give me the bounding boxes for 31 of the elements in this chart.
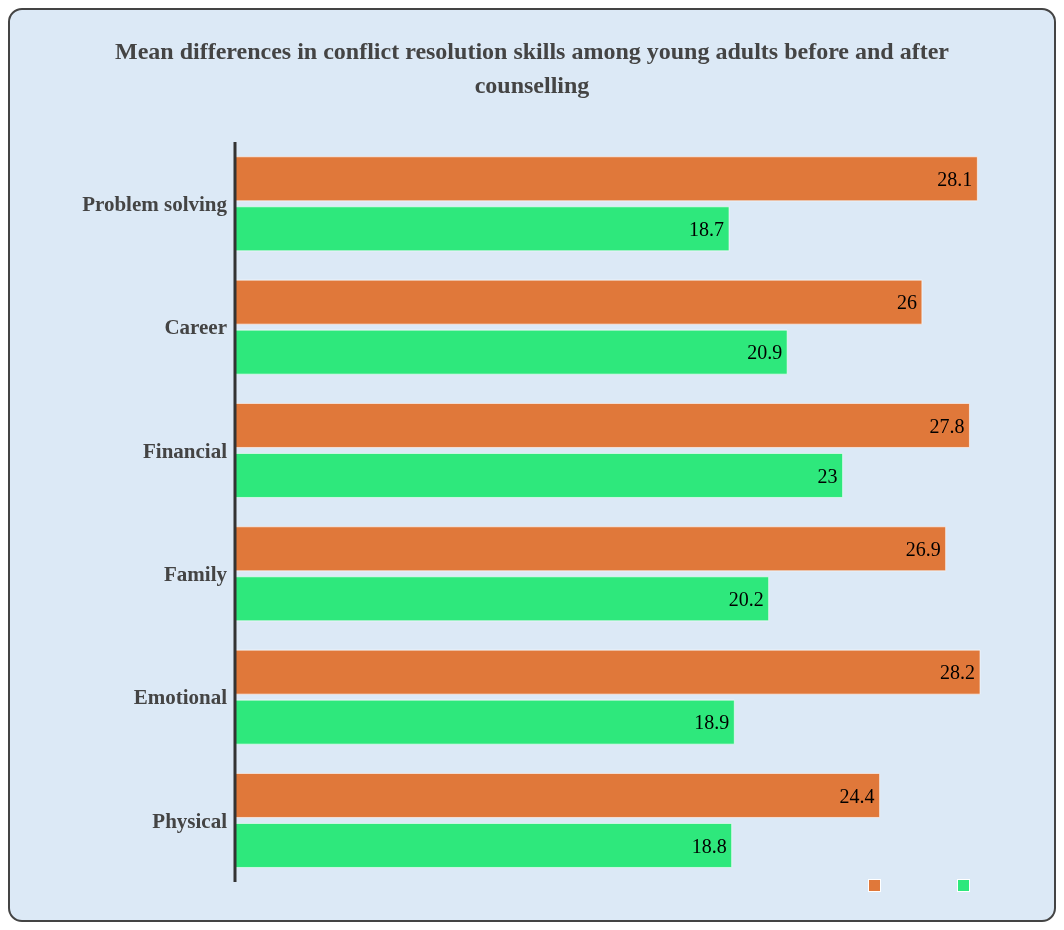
- data-label: 20.9: [747, 341, 783, 364]
- data-label: 27.8: [929, 414, 965, 437]
- bar: [234, 576, 770, 622]
- bar: [234, 329, 788, 375]
- y-tick-label: Financial: [142, 438, 228, 463]
- data-label: 18.7: [689, 217, 725, 240]
- y-tick-label: Family: [164, 562, 228, 587]
- bar: [234, 402, 970, 448]
- bar: [234, 452, 844, 498]
- data-label: 18.8: [691, 834, 727, 857]
- data-label: 24.4: [839, 784, 875, 807]
- data-label: 26: [896, 291, 917, 314]
- bar: [234, 772, 881, 818]
- bar: [234, 156, 978, 202]
- bar: [234, 526, 947, 572]
- bar: [234, 699, 735, 745]
- bar: [234, 206, 730, 252]
- data-label: 28.1: [937, 167, 973, 190]
- data-label: 20.2: [728, 587, 764, 610]
- bar: [234, 279, 923, 325]
- y-tick-label: Physical: [152, 808, 228, 833]
- bar: [234, 822, 733, 868]
- y-tick-label: Problem solving: [82, 192, 228, 217]
- data-label: 23: [817, 464, 838, 487]
- chart-title: Mean differences in conflict resolution skills among young adults before and after counselling: [114, 37, 950, 100]
- bar: [234, 649, 981, 695]
- data-label: 28.2: [940, 661, 975, 684]
- data-label: 18.9: [694, 711, 730, 734]
- y-tick-label: Career: [164, 315, 227, 340]
- data-label: 26.9: [905, 537, 941, 560]
- y-tick-label: Emotional: [133, 685, 228, 710]
